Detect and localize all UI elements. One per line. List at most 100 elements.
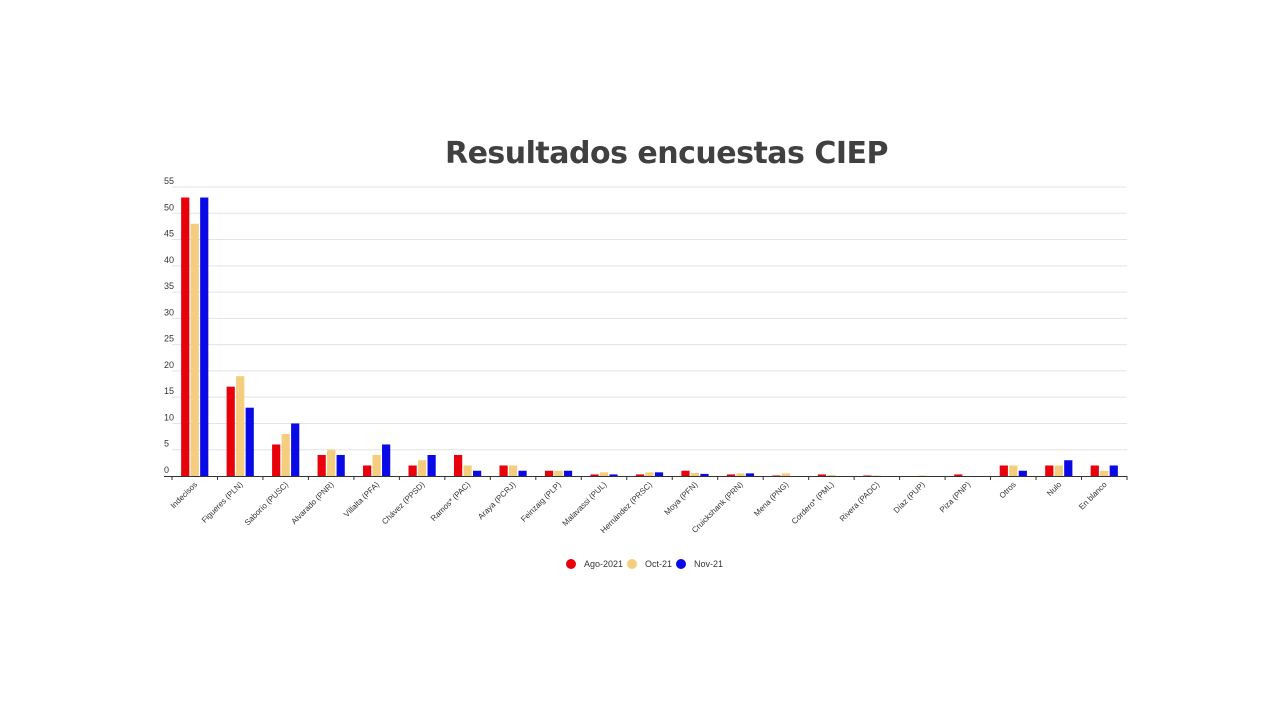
bar xyxy=(736,473,745,476)
bar xyxy=(772,475,781,476)
y-tick-label: 50 xyxy=(164,202,174,212)
bar xyxy=(317,454,326,476)
bar xyxy=(200,197,209,476)
x-tick-label: Malavassi (PUL) xyxy=(561,480,609,528)
bar xyxy=(372,454,381,476)
x-tick-label: Saborío (PUSC) xyxy=(243,480,290,527)
bar xyxy=(954,474,963,476)
legend: Ago-2021 Oct-21 Nov-21 xyxy=(566,559,723,569)
x-tick-label: Indecisos xyxy=(169,480,199,510)
x-tick-label: Alvarado (PNR) xyxy=(290,480,336,526)
y-axis-ticks: 0 5 10 15 20 25 30 35 40 45 50 55 xyxy=(164,176,174,475)
bar xyxy=(1109,465,1118,476)
x-tick-label: Chávez (PPSD) xyxy=(380,480,427,527)
bar xyxy=(272,444,281,476)
bar xyxy=(1064,460,1073,476)
x-tick-label: Hernández (PRSC) xyxy=(599,480,654,535)
bars xyxy=(181,197,1118,476)
x-tick-label: Araya (PCRJ) xyxy=(476,480,517,521)
x-tick-label: Rivera (PADC) xyxy=(838,480,882,524)
x-axis-ticks: Indecisos Figueres (PLN)Saborío (PUSC) Alv… xyxy=(169,480,1109,535)
x-tick-label: Moya (PFN) xyxy=(663,480,700,517)
bar xyxy=(1045,465,1054,476)
bar xyxy=(827,474,836,476)
y-tick-label: 45 xyxy=(164,229,174,239)
x-tick-label: Feinzaig (PLP) xyxy=(519,480,563,524)
bar xyxy=(226,386,235,476)
bar xyxy=(453,454,463,476)
bar xyxy=(635,474,645,476)
grid-lines xyxy=(172,186,1127,451)
chart-title: Resultados encuestas CIEP xyxy=(444,136,889,171)
bar xyxy=(472,470,482,476)
legend-label: Ago-2021 xyxy=(584,559,623,569)
bar xyxy=(999,465,1008,476)
legend-label: Oct-21 xyxy=(645,559,672,569)
bar xyxy=(427,454,436,476)
legend-swatch xyxy=(676,559,686,569)
bar xyxy=(609,474,618,476)
bar xyxy=(726,474,736,476)
bar xyxy=(700,473,709,476)
x-tick-label: Cordero* (PML) xyxy=(790,480,836,526)
y-tick-label: 5 xyxy=(164,439,169,449)
bar xyxy=(418,460,427,476)
bar xyxy=(281,433,290,476)
bar xyxy=(563,470,573,476)
bar xyxy=(1090,465,1099,476)
bar xyxy=(1009,465,1018,476)
bar xyxy=(463,465,472,476)
bar xyxy=(654,472,664,476)
bar xyxy=(645,472,654,476)
bar xyxy=(181,197,190,476)
x-tick-label: Otros xyxy=(998,480,1018,500)
bar xyxy=(291,423,300,476)
bar xyxy=(245,407,254,476)
y-tick-label: 55 xyxy=(164,176,174,186)
bar xyxy=(918,475,927,476)
bar xyxy=(544,470,554,476)
y-tick-label: 35 xyxy=(164,281,174,291)
legend-swatch xyxy=(566,559,576,569)
legend-label: Nov-21 xyxy=(694,559,723,569)
bar xyxy=(499,465,508,476)
x-tick-label: Nulo xyxy=(1045,480,1063,498)
y-tick-label: 30 xyxy=(164,307,174,317)
y-tick-label: 25 xyxy=(164,334,174,344)
bar xyxy=(599,472,609,476)
bar xyxy=(363,465,372,476)
y-tick-label: 15 xyxy=(164,386,174,396)
bar xyxy=(690,472,700,476)
bar xyxy=(1100,470,1109,476)
y-tick-label: 10 xyxy=(164,412,174,422)
x-tick-label: Díaz (PUP) xyxy=(892,480,927,515)
x-axis xyxy=(164,476,1128,480)
bar xyxy=(190,223,199,476)
bar xyxy=(327,449,336,476)
bar xyxy=(508,465,518,476)
y-tick-label: 20 xyxy=(164,360,174,370)
x-tick-label: Piza (PNP) xyxy=(938,480,973,515)
bar xyxy=(1054,465,1063,476)
bar xyxy=(236,376,245,476)
x-tick-label: En blanco xyxy=(1077,480,1109,512)
y-tick-label: 40 xyxy=(164,255,174,265)
x-tick-label: Mena (PNG) xyxy=(752,480,790,518)
legend-swatch xyxy=(627,559,637,569)
bar xyxy=(518,470,527,476)
bar xyxy=(863,475,872,476)
x-tick-label: Ramos* (PAC) xyxy=(429,480,472,523)
bar xyxy=(872,475,881,476)
bar xyxy=(745,473,755,476)
x-tick-label: Figueres (PLN) xyxy=(200,480,245,525)
x-tick-label: Villalta (PFA) xyxy=(342,480,381,519)
bar xyxy=(336,454,345,476)
x-tick-label: Cruickshank (PRN) xyxy=(690,480,745,535)
bar xyxy=(382,444,391,476)
bar xyxy=(408,465,417,476)
bar xyxy=(1018,470,1027,476)
bar xyxy=(554,470,563,476)
bar xyxy=(817,474,827,476)
bar xyxy=(590,474,599,476)
